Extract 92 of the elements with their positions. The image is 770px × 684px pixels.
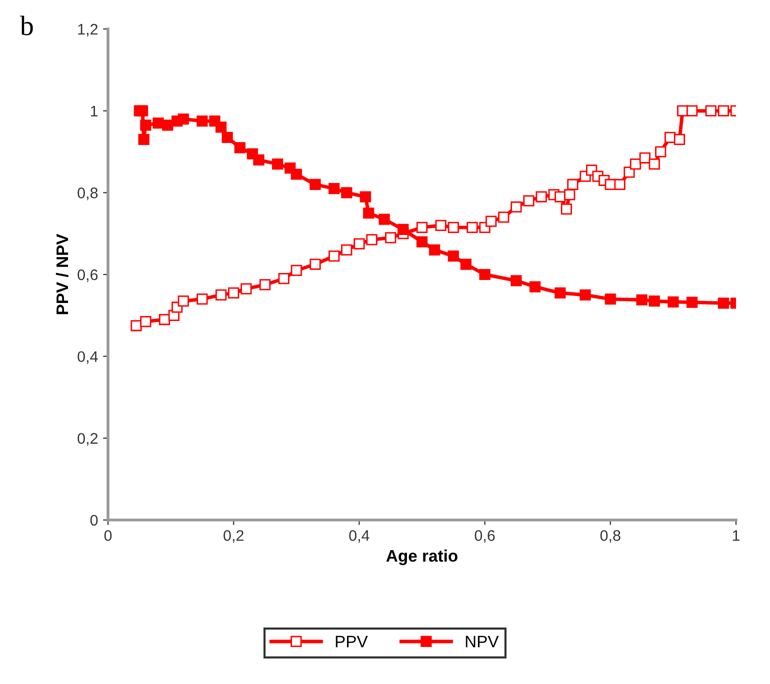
point	[253, 154, 264, 166]
point	[498, 212, 510, 223]
point	[580, 289, 591, 301]
point	[158, 314, 170, 326]
y-axis-title: PPV / NPV	[56, 234, 68, 314]
point	[354, 238, 365, 250]
point	[630, 158, 642, 170]
point	[510, 275, 522, 286]
y-tick-label: 0,6	[78, 269, 98, 282]
point	[234, 142, 246, 154]
point	[341, 244, 352, 256]
point	[564, 189, 576, 200]
point	[416, 222, 428, 233]
legend-label: PPV	[336, 636, 368, 648]
point	[140, 120, 152, 131]
x-tick-label: 1	[732, 530, 740, 541]
point	[429, 244, 440, 256]
point	[655, 146, 666, 158]
point	[686, 296, 698, 308]
point	[705, 105, 716, 116]
point	[604, 293, 616, 305]
y-tick-label: 0,2	[78, 433, 98, 446]
y-tick-label: 1,2	[78, 24, 98, 36]
point	[228, 287, 240, 298]
point	[523, 195, 534, 206]
point	[648, 158, 660, 170]
point	[536, 191, 547, 202]
point	[138, 134, 150, 146]
x-tick-label: 0	[104, 530, 112, 541]
point	[366, 234, 378, 246]
point	[686, 105, 698, 116]
point	[479, 268, 490, 280]
point	[360, 191, 372, 202]
legend-label: NPV	[466, 636, 499, 648]
y-tick-label: 0	[90, 514, 98, 526]
point	[567, 178, 578, 190]
x-axis-title: Age ratio	[386, 550, 458, 566]
point	[718, 298, 729, 309]
point	[136, 105, 148, 116]
point	[162, 120, 174, 131]
point	[636, 294, 648, 306]
point	[639, 152, 650, 164]
point	[674, 134, 686, 146]
x-tick-label: 0,8	[600, 530, 620, 543]
y-tick-label: 0,4	[78, 351, 98, 364]
point	[196, 293, 208, 305]
x-tick-label: 0,6	[474, 530, 495, 543]
point	[278, 273, 290, 284]
point	[310, 258, 321, 270]
point	[196, 116, 208, 127]
point	[328, 183, 340, 194]
x-tick-label: 0,2	[224, 530, 244, 543]
point	[290, 264, 302, 276]
y-tick-label: 0,8	[78, 188, 98, 200]
point	[363, 208, 374, 219]
point	[486, 216, 497, 227]
text: b	[20, 16, 33, 36]
x-tick-label: 0,4	[349, 530, 370, 543]
point	[259, 279, 271, 290]
point	[130, 320, 142, 332]
point	[178, 296, 189, 307]
point	[448, 250, 459, 262]
point	[416, 236, 428, 248]
point	[648, 296, 660, 307]
point	[378, 214, 390, 225]
point	[240, 283, 252, 294]
point	[554, 191, 566, 202]
point	[398, 224, 409, 236]
point	[624, 166, 635, 178]
point	[466, 222, 478, 233]
point	[310, 178, 321, 190]
point	[435, 220, 446, 231]
y-tick-label: 1	[90, 106, 98, 116]
point	[460, 258, 472, 270]
point	[510, 201, 522, 213]
point	[290, 168, 302, 180]
point	[215, 122, 227, 133]
point	[385, 232, 396, 244]
point	[328, 250, 340, 262]
point	[140, 316, 152, 328]
point	[614, 178, 626, 190]
point	[554, 287, 566, 298]
point	[448, 222, 459, 233]
point	[222, 132, 233, 143]
point	[341, 187, 352, 198]
point	[529, 281, 541, 292]
point	[215, 289, 227, 301]
point	[668, 296, 679, 308]
point	[178, 113, 189, 125]
point	[718, 105, 729, 116]
point	[560, 203, 572, 215]
point	[272, 158, 284, 170]
